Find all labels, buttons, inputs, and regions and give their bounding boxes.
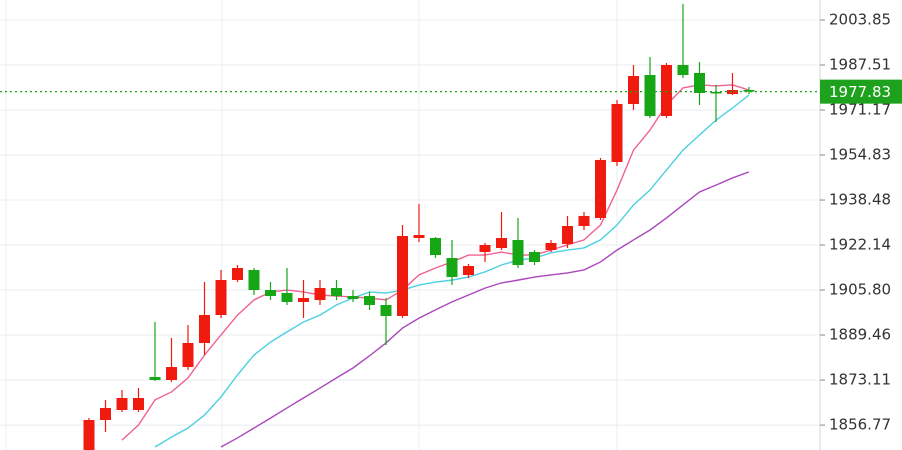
y-tick-label: 1922.14: [829, 236, 891, 254]
y-tick-label: 1938.48: [829, 191, 891, 209]
y-tick-label: 1971.17: [829, 101, 891, 119]
candle-body: [215, 280, 227, 315]
y-tick-label: 1889.46: [829, 326, 891, 344]
candle-body: [743, 90, 755, 92]
candle-body: [248, 270, 260, 291]
candle-body: [397, 236, 408, 317]
candle-body: [479, 245, 491, 253]
candle-body: [677, 64, 689, 75]
candle-body: [727, 90, 738, 94]
candle-body: [100, 407, 111, 421]
candle-body: [347, 296, 359, 299]
candle-body: [413, 235, 425, 239]
last-price-label: 1977.83: [829, 83, 891, 101]
candle-body: [331, 288, 342, 297]
candle-body: [578, 216, 590, 227]
moving-average-line: [220, 171, 750, 448]
y-tick-label: 2003.85: [829, 10, 891, 28]
candle-body: [512, 239, 524, 266]
candle-body: [133, 398, 144, 411]
candle-body: [562, 226, 573, 244]
candle-body: [232, 268, 243, 281]
candle-body: [595, 159, 606, 218]
candle-body: [694, 72, 705, 94]
candle-body: [545, 242, 557, 250]
candle-body: [182, 343, 194, 368]
candle-body: [149, 377, 161, 381]
candle-body: [446, 258, 458, 278]
candle-body: [463, 265, 474, 276]
vertical-grid: [5, 0, 618, 450]
candle-body: [644, 74, 656, 117]
y-tick-label: 1905.80: [829, 281, 891, 299]
last-price-box: [820, 79, 902, 104]
candle-body: [83, 420, 95, 450]
candle-body: [116, 398, 128, 411]
candle-body: [628, 75, 639, 104]
y-tick-label: 1954.83: [829, 146, 891, 164]
y-tick-label: 1987.51: [829, 55, 891, 73]
candle-body: [430, 238, 441, 256]
candle-body: [529, 252, 540, 263]
candle-body: [710, 91, 722, 94]
candle-body: [661, 64, 672, 117]
y-tick-label: 1856.77: [829, 416, 891, 434]
y-tick-label: 1873.11: [829, 371, 891, 389]
candle-body: [496, 238, 507, 249]
candle-body: [380, 304, 392, 317]
candle-body: [199, 314, 210, 344]
candle-body: [611, 103, 623, 162]
moving-average-line: [121, 84, 750, 441]
candle-body: [298, 297, 309, 302]
candle-body: [166, 367, 177, 381]
candle-body: [364, 296, 375, 305]
candle-body: [265, 290, 276, 297]
candle-body: [314, 288, 326, 301]
candle-body: [281, 293, 293, 302]
